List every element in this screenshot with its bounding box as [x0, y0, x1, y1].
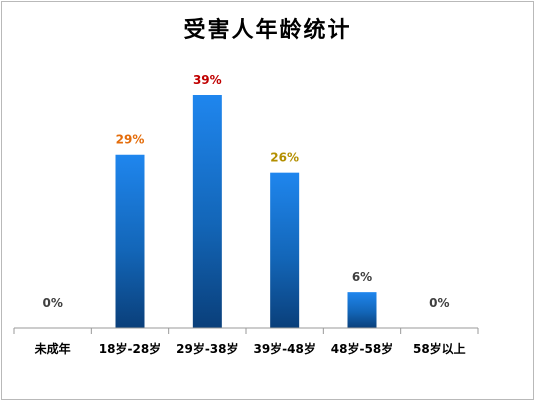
bar — [270, 172, 300, 328]
chart-title: 受害人年龄统计 — [183, 17, 352, 43]
data-label: 0% — [42, 296, 62, 310]
data-label: 39% — [193, 73, 222, 87]
bar — [115, 154, 145, 328]
bar — [347, 292, 377, 328]
data-label: 6% — [352, 270, 372, 284]
category-label: 48岁-58岁 — [331, 341, 393, 356]
data-label: 0% — [429, 296, 449, 310]
category-label: 29岁-38岁 — [176, 341, 238, 356]
data-label: 29% — [116, 133, 145, 147]
category-label: 18岁-28岁 — [99, 341, 161, 356]
data-label: 26% — [270, 151, 299, 165]
category-label: 39岁-48岁 — [253, 341, 315, 356]
bar — [192, 95, 222, 328]
category-label: 58岁以上 — [413, 341, 466, 356]
category-label: 未成年 — [34, 341, 71, 356]
